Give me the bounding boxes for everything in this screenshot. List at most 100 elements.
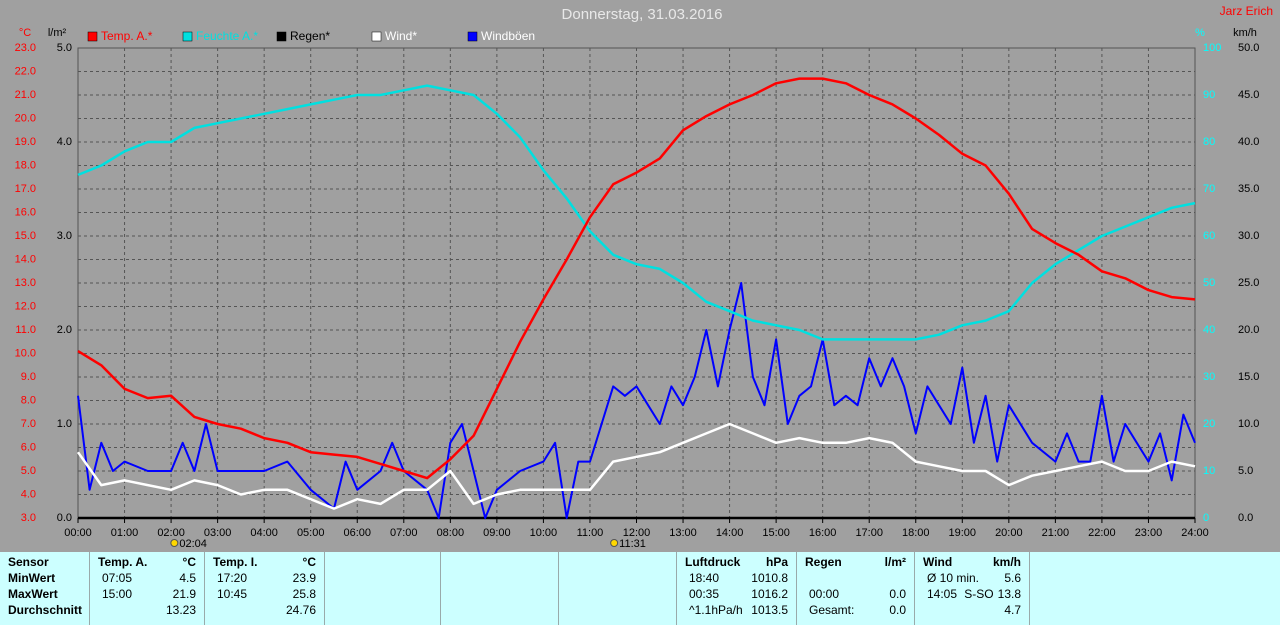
row-time: ^1.1hPa/h — [689, 603, 743, 617]
series-line — [77, 77, 1196, 480]
panel-row: 15:00 21.9 — [98, 586, 196, 602]
series-line — [77, 84, 1196, 341]
x-tick-label: 03:00 — [204, 527, 232, 539]
panel-header: Wind km/h — [923, 554, 1021, 570]
y-tick-label: 40.0 — [1238, 136, 1259, 148]
row-left: 00:00 — [805, 586, 839, 602]
y-tick-label: 23.0 — [15, 42, 36, 54]
row-value: 4.5 — [179, 571, 196, 585]
y-tick-label: 4.0 — [21, 488, 36, 500]
row-value: 4.7 — [1004, 603, 1021, 617]
row-right: 21.9 — [173, 586, 196, 602]
series-line — [76, 422, 1196, 510]
row-right: 5.6 — [1004, 570, 1021, 586]
y-tick-label: 12.0 — [15, 300, 36, 312]
panel-row: MaxWert — [8, 586, 81, 602]
stats-panel: Luftdruck hPa 18:40 1010.8 00:35 1016.2 ^1.1hP… — [677, 552, 797, 625]
row-value: 0.0 — [889, 587, 906, 601]
panel-row: 07:05 4.5 — [98, 570, 196, 586]
axis-unit: °C — [19, 27, 31, 39]
y-tick-label: 1.0 — [57, 418, 72, 430]
x-tick-label: 12:00 — [623, 527, 651, 539]
panel-header: Temp. A. °C — [98, 554, 196, 570]
row-value: 21.9 — [172, 587, 196, 601]
row-right: 1013.5 — [751, 602, 788, 618]
x-tick-label: 06:00 — [343, 527, 371, 539]
row-left: ^1.1hPa/h — [685, 602, 743, 618]
y-tick-label: 90 — [1203, 89, 1215, 101]
y-tick-label: 0 — [1203, 512, 1209, 524]
row-value: 24.76 — [285, 603, 316, 617]
stats-panel: Regen l/m² 00:00 0.0 Gesamt: 0.0 — [797, 552, 915, 625]
y-tick-label: 30 — [1203, 371, 1215, 383]
y-tick-label: 35.0 — [1238, 183, 1259, 195]
row-value: 13.8 — [997, 587, 1021, 601]
row-value: 1016.2 — [751, 587, 788, 601]
x-tick-label: 19:00 — [949, 527, 977, 539]
panel-row: 4.7 — [923, 602, 1021, 618]
row-time: 00:35 — [689, 587, 720, 601]
row-left: 15:00 — [98, 586, 132, 602]
panel-header: Temp. I. °C — [213, 554, 316, 570]
y-tick-label: 9.0 — [21, 371, 36, 383]
y-tick-label: 15.0 — [15, 230, 36, 242]
row-time: 14:05 — [927, 587, 958, 601]
y-tick-label: 60 — [1203, 230, 1215, 242]
row-label: MaxWert — [8, 587, 58, 601]
y-tick-label: 4.0 — [57, 136, 72, 148]
y-tick-label: 16.0 — [15, 206, 36, 218]
row-left: 17:20 — [213, 570, 247, 586]
panel-header: Luftdruck hPa — [685, 554, 788, 570]
panel-row: MinWert — [8, 570, 81, 586]
row-dir: S-SO — [964, 587, 994, 601]
y-tick-label: 5.0 — [21, 465, 36, 477]
x-tick-label: 16:00 — [809, 527, 837, 539]
y-tick-label: 11.0 — [15, 324, 36, 336]
y-tick-label: 10 — [1203, 465, 1215, 477]
stats-table: Sensor MinWert MaxWert Durchschnitt Temp. A.… — [0, 552, 1280, 625]
y-tick-label: 20 — [1203, 418, 1215, 430]
legend-label: Temp. A.* — [101, 29, 153, 43]
x-tick-label: 02:00 — [157, 527, 185, 539]
annotation: 11:31 — [619, 538, 646, 550]
x-tick-label: 18:00 — [902, 527, 930, 539]
row-time: 10:45 — [217, 587, 248, 601]
panel-row: Gesamt: 0.0 — [805, 602, 906, 618]
stats-panel — [441, 552, 559, 625]
row-right: 4.5 — [179, 570, 196, 586]
y-tick-label: 50 — [1203, 277, 1215, 289]
row-left: 07:05 — [98, 570, 132, 586]
axis-unit: l/m² — [48, 27, 67, 39]
x-tick-label: 24:00 — [1181, 527, 1209, 539]
panel-row: Ø 10 min. 5.6 — [923, 570, 1021, 586]
x-tick-label: 04:00 — [250, 527, 278, 539]
panel-header — [449, 554, 550, 570]
row-right: 25.8 — [293, 586, 316, 602]
y-tick-label: 3.0 — [21, 512, 36, 524]
panel-row: 00:00 0.0 — [805, 586, 906, 602]
stats-panel: Wind km/h Ø 10 min. 5.6 14:05 S-SO 13.8 4.7 — [915, 552, 1030, 625]
panel-row: Durchschnitt — [8, 602, 82, 618]
row-value: 25.8 — [292, 587, 316, 601]
panel-row — [805, 570, 906, 586]
row-time: 15:00 — [102, 587, 133, 601]
y-tick-label: 0.0 — [57, 512, 72, 524]
y-tick-label: 22.0 — [15, 65, 36, 77]
row-right: 1010.8 — [751, 570, 788, 586]
y-tick-label: 30.0 — [1238, 230, 1259, 242]
author: Jarz Erich — [1220, 4, 1273, 18]
y-tick-label: 70 — [1203, 183, 1215, 195]
row-value: 1010.8 — [751, 571, 788, 585]
panel-title: Regen — [805, 555, 842, 569]
legend-swatch — [467, 31, 478, 42]
panel-title: Temp. I. — [213, 555, 258, 569]
panel-unit: °C — [182, 555, 196, 569]
row-right: 1016.2 — [751, 586, 788, 602]
axis-unit: % — [1195, 27, 1205, 39]
panel-header — [333, 554, 432, 570]
y-tick-label: 8.0 — [21, 394, 36, 406]
legend-label: Regen* — [290, 29, 330, 43]
row-right: 13.23 — [166, 602, 196, 618]
legend-swatch — [371, 31, 382, 42]
x-tick-label: 08:00 — [437, 527, 465, 539]
